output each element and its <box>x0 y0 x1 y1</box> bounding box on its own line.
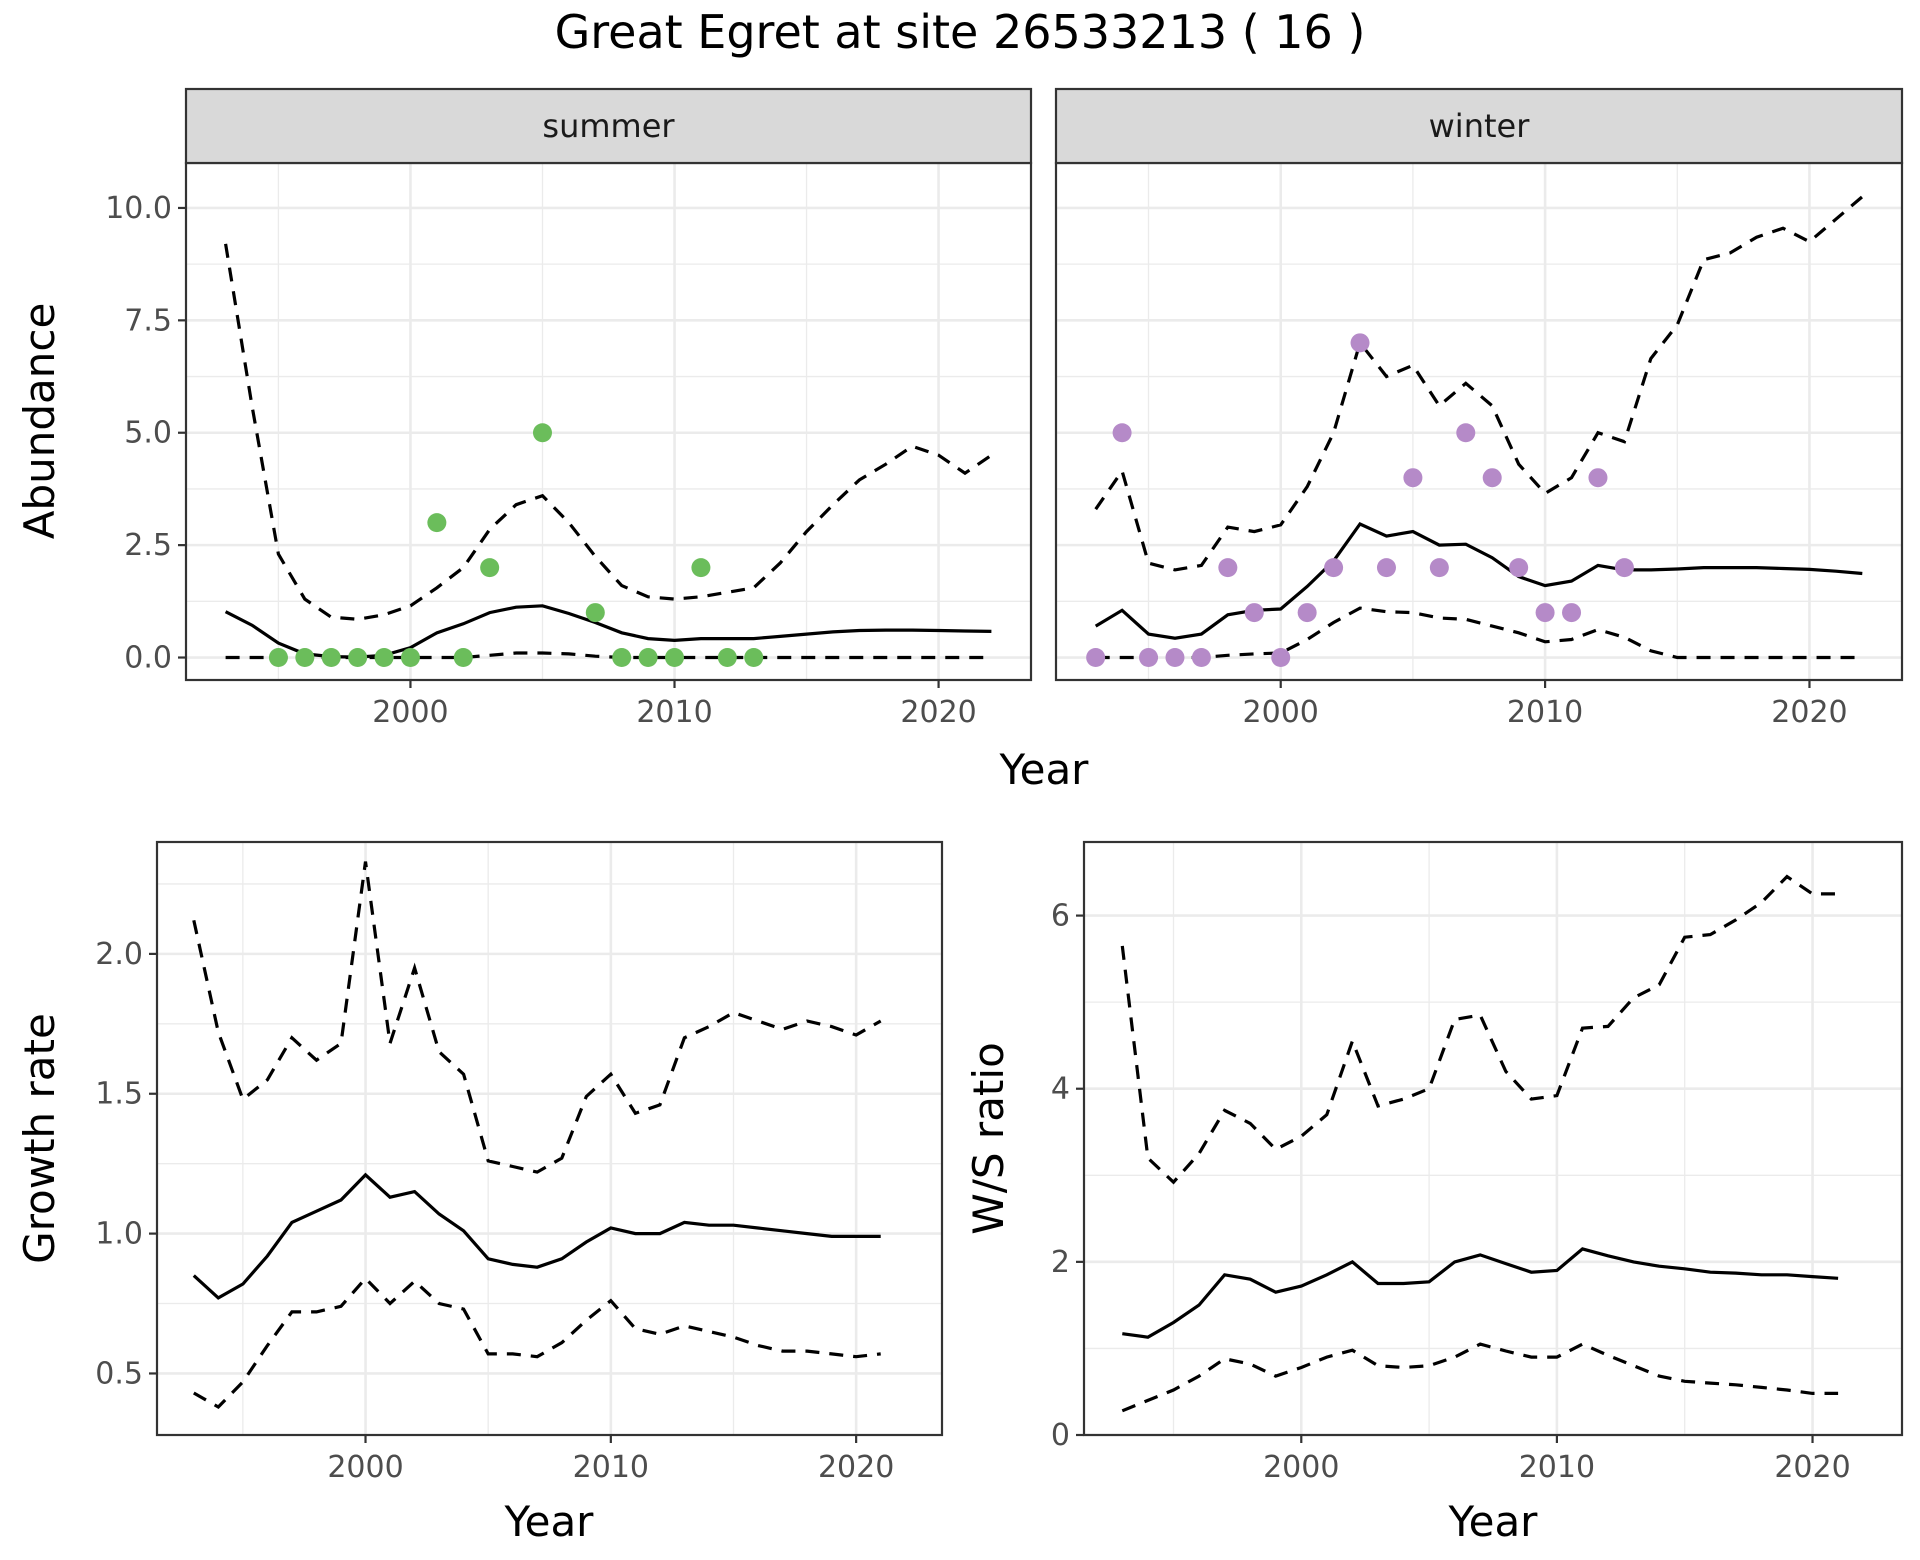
x-tick-label: 2010 <box>636 695 712 730</box>
y-axis-title: W/S ratio <box>964 1042 1013 1235</box>
observed-point <box>348 648 368 668</box>
observed-point <box>717 648 737 668</box>
observed-point <box>1191 648 1211 668</box>
x-tick-label: 2000 <box>1263 1450 1339 1485</box>
y-tick-label: 1.5 <box>95 1077 143 1112</box>
observed-point <box>1376 558 1396 578</box>
y-tick-label: 2.0 <box>95 937 143 972</box>
observed-point <box>480 558 500 578</box>
lower-bound-line <box>1121 1342 1839 1413</box>
observed-point <box>268 648 288 668</box>
x-tick-label: 2010 <box>573 1450 649 1485</box>
y-axis-title: Abundance <box>15 303 64 540</box>
observed-point <box>374 648 394 668</box>
facet-label: summer <box>542 107 675 145</box>
observed-point <box>532 423 552 443</box>
y-tick-label: 4 <box>1051 1072 1070 1107</box>
y-tick-label: 2.5 <box>124 528 172 563</box>
observed-point <box>1112 423 1132 443</box>
panel-border <box>1082 840 1904 1437</box>
observed-point <box>665 648 685 668</box>
observed-point <box>1456 423 1476 443</box>
panel-growth: 2000 2010 2020 0.5 1.0 1.5 2.0 Year Growth rate <box>15 840 944 1546</box>
observed-point <box>321 648 341 668</box>
upper-bound-line <box>192 861 882 1174</box>
x-tick-label: 2000 <box>1243 695 1319 730</box>
panel-background <box>1056 163 1902 680</box>
x-tick-label: 2010 <box>1519 1450 1595 1485</box>
observed-point <box>585 603 605 623</box>
observed-point <box>691 558 711 578</box>
observed-point <box>1218 558 1238 578</box>
x-tick-label: 2020 <box>1771 695 1847 730</box>
observed-point <box>1403 468 1423 488</box>
estimate-line <box>1122 1247 1839 1339</box>
observed-point <box>1535 603 1555 623</box>
facet-label: winter <box>1429 107 1531 145</box>
y-tick-label: 0 <box>1051 1418 1070 1453</box>
observed-point <box>1297 603 1317 623</box>
y-tick-label: 1.0 <box>95 1217 143 1252</box>
x-tick-label: 2020 <box>900 695 976 730</box>
facet-strip <box>1054 87 1904 165</box>
y-tick-label: 10.0 <box>105 191 172 226</box>
observed-point <box>1139 648 1159 668</box>
x-tick-label: 2000 <box>372 695 448 730</box>
observed-point <box>1614 558 1634 578</box>
panel-ws_ratio: 2000 2010 2020 0 2 4 6 Year W/S ratio <box>964 840 1904 1546</box>
y-tick-label: 0.0 <box>124 641 172 676</box>
panel-background <box>157 842 942 1435</box>
x-axis-title: Year <box>1448 1497 1539 1546</box>
panel-background <box>186 163 1031 680</box>
x-tick-label: 2020 <box>818 1450 894 1485</box>
y-tick-label: 6 <box>1051 899 1070 934</box>
x-tick-label: 2000 <box>327 1450 403 1485</box>
x-tick-label: 2020 <box>1774 1450 1850 1485</box>
chart-title: Great Egret at site 26533213 ( 16 ) <box>555 5 1366 59</box>
panel-background <box>1084 842 1902 1435</box>
panel-border <box>155 840 944 1437</box>
chart-panels: summer 2000 2010 2020 0.0 2.5 5.0 7.5 10.0 winter… <box>15 87 1904 1546</box>
y-tick-label: 2 <box>1051 1245 1070 1280</box>
estimate-line <box>1094 521 1863 640</box>
facet-winter: winter 2000 2010 2020 <box>1054 87 1904 730</box>
observed-point <box>744 648 764 668</box>
observed-point <box>1086 648 1106 668</box>
estimate-line <box>192 1172 881 1300</box>
observed-point <box>1165 648 1185 668</box>
facet-strip <box>184 87 1033 165</box>
observed-point <box>453 648 473 668</box>
y-axis-title: Growth rate <box>15 1013 64 1264</box>
observed-point <box>427 513 447 533</box>
observed-point <box>1429 558 1449 578</box>
observed-point <box>1509 558 1529 578</box>
observed-point <box>295 648 315 668</box>
x-axis-title: Year <box>999 745 1090 794</box>
observed-point <box>638 648 658 668</box>
x-axis-title: Year <box>504 1497 595 1546</box>
observed-point <box>1244 603 1264 623</box>
observed-point <box>1482 468 1502 488</box>
observed-point <box>1588 468 1608 488</box>
upper-bound-line <box>224 243 993 621</box>
observed-point <box>1562 603 1582 623</box>
lower-bound-line <box>1095 606 1863 660</box>
lower-bound-line <box>193 1276 881 1410</box>
observed-point <box>612 648 632 668</box>
upper-bound-line <box>1094 195 1864 572</box>
observed-point <box>1350 333 1370 353</box>
y-tick-label: 5.0 <box>124 416 172 451</box>
facet-summer: summer 2000 2010 2020 0.0 2.5 5.0 7.5 10.0 <box>105 87 1033 730</box>
x-tick-label: 2010 <box>1507 695 1583 730</box>
y-tick-label: 0.5 <box>95 1356 143 1391</box>
observed-point <box>400 648 420 668</box>
observed-point <box>1324 558 1344 578</box>
observed-point <box>1271 648 1291 668</box>
y-tick-label: 7.5 <box>124 303 172 338</box>
